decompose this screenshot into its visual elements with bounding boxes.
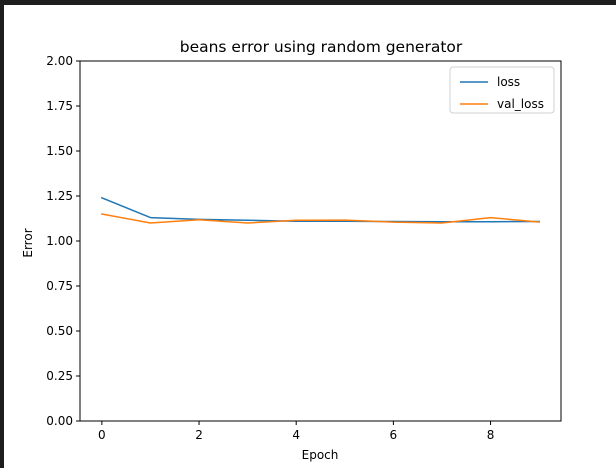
plot-area-frame [79,60,562,422]
legend-box [449,66,555,114]
figure-canvas: beans error using random generator 0.00 0… [4,5,616,468]
chart-title: beans error using random generator [180,38,463,56]
y-tick-label: 1.75 [46,99,73,113]
y-tick-label: 0.75 [46,279,73,293]
x-axis-label: Epoch [302,448,339,462]
series-lines [100,196,540,224]
y-tick-label: 1.50 [46,144,73,158]
series-line-val-loss [100,213,540,224]
line-chart: beans error using random generator 0.000… [21,38,562,462]
y-tick-label: 2.00 [46,54,73,68]
x-axis: 0 2 4 6 8 [98,421,494,442]
y-tick-label: 0.50 [46,324,73,338]
legend: loss val_loss [449,66,555,114]
x-tick-label: 4 [292,428,300,442]
series-line-loss [100,196,540,223]
y-tick-label: 0.25 [46,369,73,383]
y-tick-label: 0.00 [46,414,73,428]
x-tick-label: 2 [195,428,203,442]
legend-label-loss: loss [497,75,520,89]
y-tick-label: 1.25 [46,189,73,203]
x-tick-label: 8 [487,428,495,442]
x-tick-label: 6 [390,428,398,442]
x-tick-label: 0 [98,428,106,442]
y-tick-label: 1.00 [46,234,73,248]
legend-label-val-loss: val_loss [497,97,544,111]
y-axis: 0.00 0.25 0.50 0.75 1.00 1.25 1.50 1.75 2.00 [46,54,80,428]
y-axis-label: Error [21,228,35,257]
